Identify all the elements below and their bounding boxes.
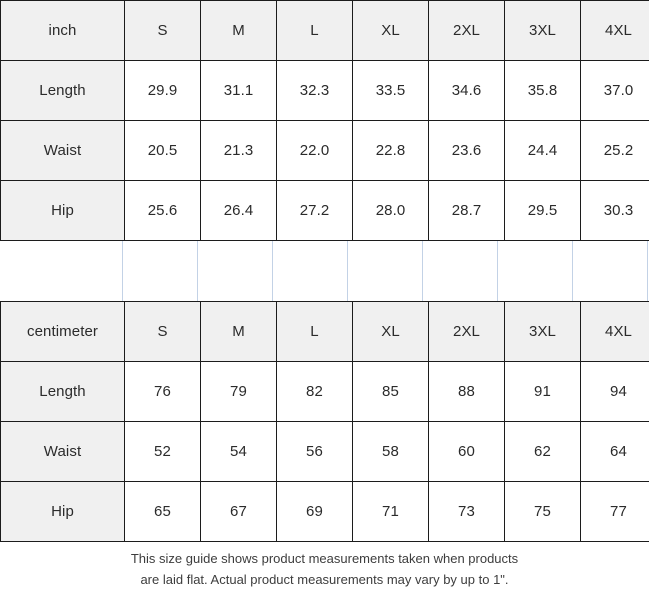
row-label-waist: Waist — [0, 120, 125, 181]
measurement-cell: 33.5 — [352, 60, 429, 121]
row-label-length: Length — [0, 60, 125, 121]
measurement-cell: 56 — [276, 421, 353, 482]
column-header-m: M — [200, 301, 277, 362]
size-table-centimeter: centimeter S M L XL 2XL 3XL 4XL Length 76 79 82 85 88… — [0, 301, 649, 542]
table-header-row: centimeter S M L XL 2XL 3XL 4XL — [0, 301, 649, 362]
column-header-l: L — [276, 0, 353, 61]
measurement-cell: 35.8 — [504, 60, 581, 121]
measurement-cell: 69 — [276, 481, 353, 542]
row-label-hip: Hip — [0, 180, 125, 241]
row-label-waist: Waist — [0, 421, 125, 482]
column-header-4xl: 4XL — [580, 301, 649, 362]
table-row: Waist 20.5 21.3 22.0 22.8 23.6 24.4 25.2 — [0, 120, 649, 181]
footnote-line-1: This size guide shows product measuremen… — [130, 551, 519, 566]
table-row: Length 29.9 31.1 32.3 33.5 34.6 35.8 37.0 — [0, 60, 649, 121]
column-header-l: L — [276, 301, 353, 362]
measurement-cell: 25.6 — [124, 180, 201, 241]
table-header-row: inch S M L XL 2XL 3XL 4XL — [0, 0, 649, 61]
measurement-cell: 52 — [124, 421, 201, 482]
measurement-cell: 91 — [504, 361, 581, 422]
unit-label-cell: inch — [0, 0, 125, 61]
size-table-inch-body: inch S M L XL 2XL 3XL 4XL Length 29.9 31.1 32.3 33.5… — [0, 0, 649, 241]
measurement-cell: 64 — [580, 421, 649, 482]
measurement-cell: 26.4 — [200, 180, 277, 241]
table-row: Waist 52 54 56 58 60 62 64 — [0, 421, 649, 482]
unit-label-cell: centimeter — [0, 301, 125, 362]
measurement-cell: 32.3 — [276, 60, 353, 121]
measurement-cell: 65 — [124, 481, 201, 542]
measurement-cell: 22.8 — [352, 120, 429, 181]
measurement-cell: 79 — [200, 361, 277, 422]
size-guide-footnote: This size guide shows product measuremen… — [0, 548, 649, 590]
column-header-2xl: 2XL — [428, 301, 505, 362]
column-header-xl: XL — [352, 0, 429, 61]
table-row: Length 76 79 82 85 88 91 94 — [0, 361, 649, 422]
measurement-cell: 37.0 — [580, 60, 649, 121]
column-header-4xl: 4XL — [580, 0, 649, 61]
measurement-cell: 22.0 — [276, 120, 353, 181]
measurement-cell: 25.2 — [580, 120, 649, 181]
column-header-3xl: 3XL — [504, 0, 581, 61]
measurement-cell: 31.1 — [200, 60, 277, 121]
measurement-cell: 88 — [428, 361, 505, 422]
measurement-cell: 85 — [352, 361, 429, 422]
measurement-cell: 30.3 — [580, 180, 649, 241]
measurement-cell: 77 — [580, 481, 649, 542]
measurement-cell: 24.4 — [504, 120, 581, 181]
measurement-cell: 29.9 — [124, 60, 201, 121]
column-header-m: M — [200, 0, 277, 61]
column-header-xl: XL — [352, 301, 429, 362]
measurement-cell: 62 — [504, 421, 581, 482]
measurement-cell: 58 — [352, 421, 429, 482]
table-row: Hip 65 67 69 71 73 75 77 — [0, 481, 649, 542]
row-label-hip: Hip — [0, 481, 125, 542]
measurement-cell: 23.6 — [428, 120, 505, 181]
column-header-3xl: 3XL — [504, 301, 581, 362]
measurement-cell: 20.5 — [124, 120, 201, 181]
measurement-cell: 27.2 — [276, 180, 353, 241]
size-table-inch: inch S M L XL 2XL 3XL 4XL Length 29.9 31.1 32.3 33.5… — [0, 0, 649, 241]
measurement-cell: 21.3 — [200, 120, 277, 181]
measurement-cell: 28.0 — [352, 180, 429, 241]
measurement-cell: 28.7 — [428, 180, 505, 241]
column-header-s: S — [124, 0, 201, 61]
measurement-cell: 71 — [352, 481, 429, 542]
spreadsheet-gridlines — [0, 241, 649, 302]
measurement-cell: 29.5 — [504, 180, 581, 241]
table-row: Hip 25.6 26.4 27.2 28.0 28.7 29.5 30.3 — [0, 180, 649, 241]
measurement-cell: 76 — [124, 361, 201, 422]
column-header-2xl: 2XL — [428, 0, 505, 61]
measurement-cell: 73 — [428, 481, 505, 542]
measurement-cell: 75 — [504, 481, 581, 542]
measurement-cell: 34.6 — [428, 60, 505, 121]
measurement-cell: 82 — [276, 361, 353, 422]
footnote-line-2: are laid flat. Actual product measuremen… — [140, 572, 509, 587]
measurement-cell: 67 — [200, 481, 277, 542]
measurement-cell: 54 — [200, 421, 277, 482]
measurement-cell: 94 — [580, 361, 649, 422]
column-header-s: S — [124, 301, 201, 362]
row-label-length: Length — [0, 361, 125, 422]
size-table-centimeter-body: centimeter S M L XL 2XL 3XL 4XL Length 76 79 82 85 88… — [0, 301, 649, 542]
measurement-cell: 60 — [428, 421, 505, 482]
